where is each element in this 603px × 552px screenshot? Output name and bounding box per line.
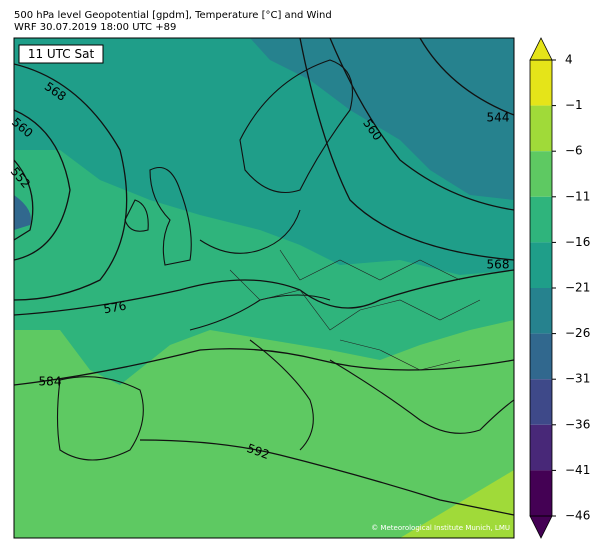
contour-label: 568 <box>487 258 510 272</box>
copyright: © Meteorological Institute Munich, LMU <box>371 524 510 532</box>
map-frame <box>13 37 515 539</box>
colorbar-tick-label: −31 <box>565 372 590 386</box>
colorbar-tick-label: −11 <box>565 189 590 203</box>
colorbar-tick-label: −6 <box>565 144 583 158</box>
colorbar-segment <box>530 105 552 152</box>
colorbar-segment <box>530 196 552 243</box>
borders <box>229 249 481 371</box>
colorbar-tick-label: −36 <box>565 417 590 431</box>
colorbar-segment <box>530 470 552 516</box>
map <box>14 38 514 538</box>
colorbar-tick-label: 4 <box>565 53 573 67</box>
contour-label: 584 <box>39 375 62 389</box>
colorbar-segment <box>530 424 552 471</box>
time-label: 11 UTC Sat <box>28 47 95 61</box>
subtitle: WRF 30.07.2019 18:00 UTC +89 <box>14 22 176 33</box>
colorbar-segment <box>530 151 552 197</box>
colorbar-tick-label: −1 <box>565 98 583 112</box>
colorbar-segment <box>530 333 552 380</box>
temp-field <box>250 38 514 200</box>
contours <box>14 38 514 516</box>
colorbar-segment <box>530 379 552 425</box>
title: 500 hPa level Geopotential [gpdm], Tempe… <box>14 10 332 21</box>
colorbar-tick-label: −46 <box>565 509 590 523</box>
contour-label: 544 <box>487 111 510 125</box>
colorbar-tick-label: −16 <box>565 235 590 249</box>
colorbar-tick-label: −41 <box>565 463 590 477</box>
contour-label: 576 <box>102 299 127 317</box>
time-box <box>18 44 104 64</box>
colorbar-segment <box>530 60 552 106</box>
colorbar-segment <box>530 242 552 288</box>
colorbar-tick-label: −26 <box>565 326 590 340</box>
colorbar-segment <box>530 288 552 334</box>
colorbar: 4 −1 −6 −11 −16 −21 −26 −31 −36 −41 −46 <box>529 37 590 539</box>
colorbar-extend <box>529 515 553 539</box>
colorbar-tick-label: −21 <box>565 281 590 295</box>
colorbar-extend <box>529 37 553 61</box>
temp-field <box>14 195 31 230</box>
